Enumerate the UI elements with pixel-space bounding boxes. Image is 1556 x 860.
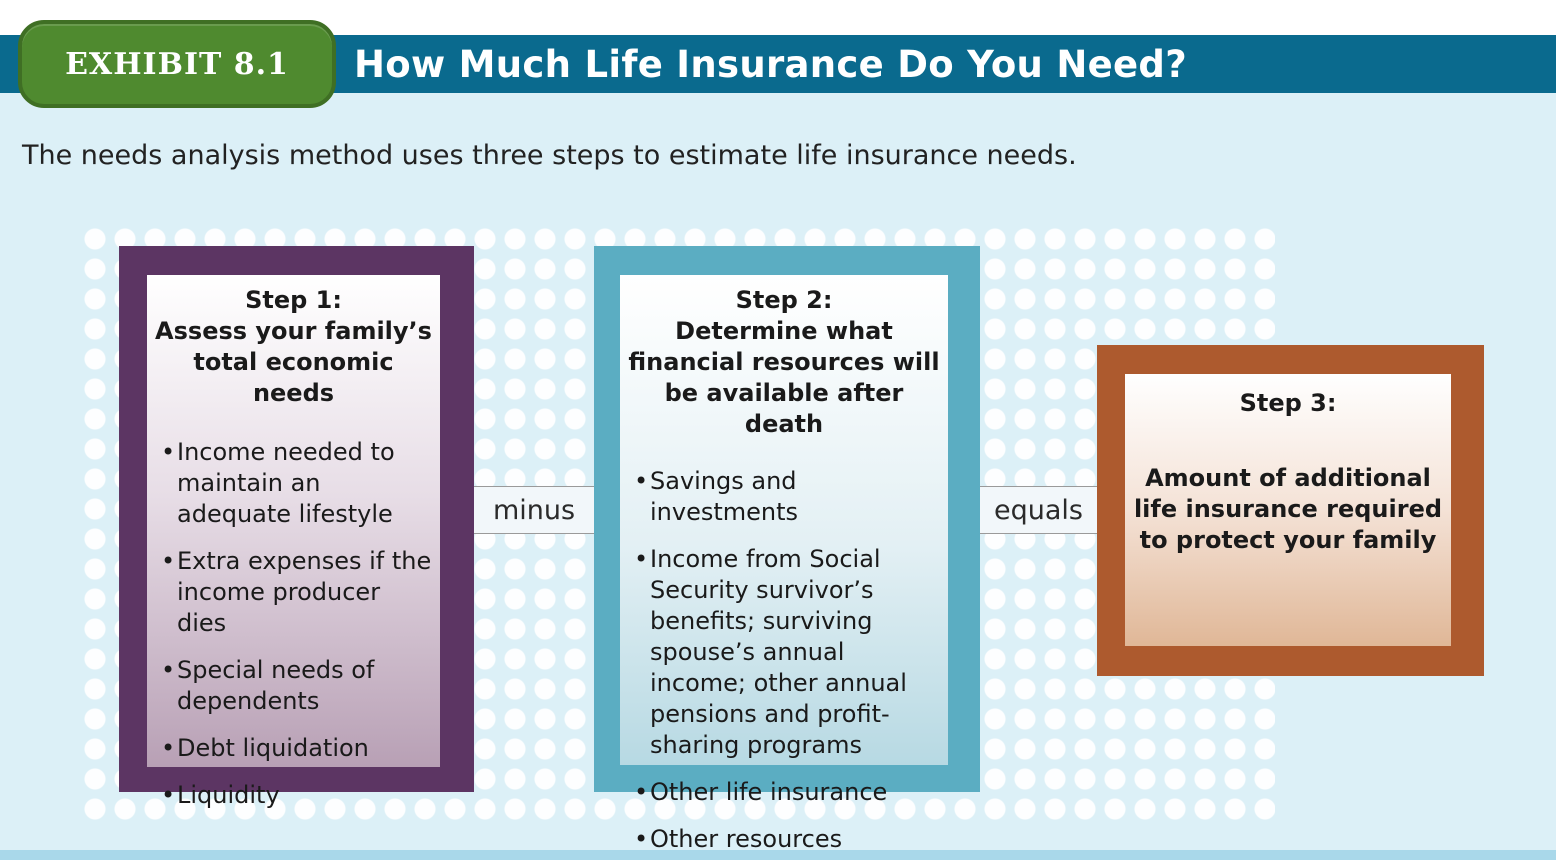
list-item: Extra expenses if the income producer di… xyxy=(153,546,434,639)
step-2-bullet-list: Savings and investments Income from Soci… xyxy=(626,466,942,855)
list-item: Other life insurance xyxy=(626,777,942,808)
step-3-result-line: to protect your family xyxy=(1139,526,1437,554)
list-item: Income from Social Security survivor’s b… xyxy=(626,544,942,761)
minus-connector: minus xyxy=(474,486,594,534)
exhibit-title: How Much Life Insurance Do You Need? xyxy=(354,42,1187,86)
step-1-label: Step 1: xyxy=(245,286,342,314)
step-3-box: Step 3: Amount of additional life insura… xyxy=(1125,374,1451,646)
minus-label: minus xyxy=(492,494,576,526)
step-1-bullet-list: Income needed to maintain an adequate li… xyxy=(153,437,434,811)
subtitle: The needs analysis method uses three ste… xyxy=(22,140,1077,171)
step-3-result: Amount of additional life insurance requ… xyxy=(1133,463,1443,556)
equals-connector: equals xyxy=(980,486,1097,534)
list-item: Savings and investments xyxy=(626,466,942,528)
step-2-heading-line: Determine what xyxy=(675,317,893,345)
step-2-box: Step 2: Determine what financial resourc… xyxy=(620,275,948,855)
step-1-heading: Step 1: Assess your family’s total econo… xyxy=(153,285,434,409)
exhibit-label: EXHIBIT 8.1 xyxy=(65,46,289,82)
step-2-heading-line: be available after death xyxy=(664,379,904,438)
list-item: Special needs of dependents xyxy=(153,655,434,717)
step-1-heading-line: Assess your family’s xyxy=(155,317,432,345)
step-1-box: Step 1: Assess your family’s total econo… xyxy=(147,275,440,811)
step-2-heading: Step 2: Determine what financial resourc… xyxy=(626,285,942,440)
step-2-label: Step 2: xyxy=(735,286,833,314)
step-3-result-line: Amount of additional xyxy=(1145,464,1431,492)
step-3-result-line: life insurance required xyxy=(1133,495,1443,523)
step-3-label: Step 3: xyxy=(1239,389,1337,417)
step-2-heading-line: financial resources will xyxy=(628,348,940,376)
step-1-heading-line: total economic needs xyxy=(193,348,394,407)
list-item: Debt liquidation xyxy=(153,733,434,764)
list-item: Other resources xyxy=(626,824,942,855)
equals-label: equals xyxy=(994,494,1083,526)
exhibit-badge: EXHIBIT 8.1 xyxy=(18,20,336,108)
bottom-rule xyxy=(0,850,1556,860)
list-item: Liquidity xyxy=(153,780,434,811)
list-item: Income needed to maintain an adequate li… xyxy=(153,437,434,530)
